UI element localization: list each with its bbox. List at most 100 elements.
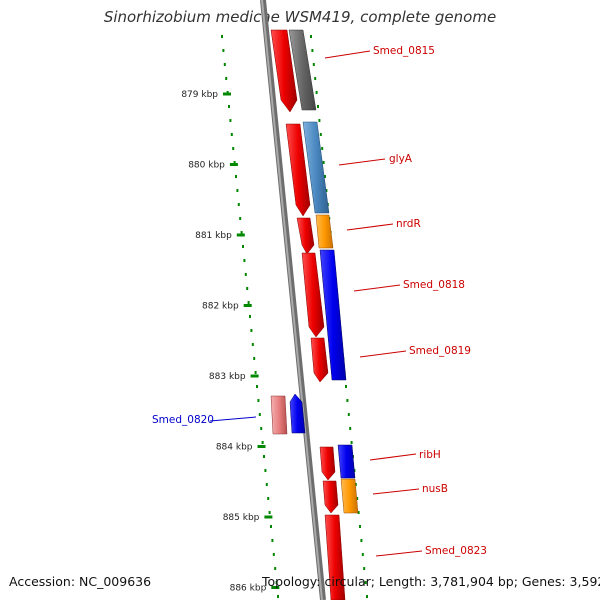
- guide-dot: [229, 119, 232, 122]
- guide-dot: [251, 343, 254, 346]
- tick-mark: [264, 515, 273, 519]
- gene-smed-0815-gray[interactable]: [288, 29, 317, 111]
- guide-dot: [321, 147, 324, 150]
- label-smed-0823[interactable]: Smed_0823: [425, 545, 487, 557]
- gene-labels: Smed_0815 glyA nrdR Smed_0818 Smed_0819 …: [152, 45, 487, 557]
- guide-dot: [366, 595, 368, 598]
- tick-label: 882 kbp: [202, 302, 239, 312]
- gene-nusb-forward[interactable]: [322, 480, 339, 514]
- tick-label: 883 kbp: [209, 372, 246, 382]
- guide-dot: [275, 581, 278, 584]
- tick-label: 881 kbp: [195, 231, 232, 241]
- guide-dot: [265, 483, 268, 486]
- guide-dot: [361, 553, 364, 556]
- gene-ribh-forward[interactable]: [319, 446, 336, 481]
- guide-dot: [268, 511, 271, 514]
- guide-dot: [228, 105, 230, 108]
- guide-dot: [240, 231, 243, 234]
- guide-dot: [270, 525, 272, 528]
- gene-smed-0820-blue[interactable]: [289, 393, 306, 434]
- guide-dot: [318, 119, 321, 122]
- guide-dot: [317, 105, 319, 108]
- guide-dot: [363, 567, 366, 570]
- guide-dot: [260, 427, 263, 430]
- guide-dot: [244, 273, 247, 276]
- label-ribh[interactable]: ribH: [419, 449, 441, 461]
- guide-dot: [221, 35, 223, 38]
- guide-dot: [263, 455, 265, 458]
- guide-dot: [239, 217, 242, 220]
- kbp-ticks: 879 kbp 880 kbp 881 kbp 882 kbp 883 kbp 884 k…: [181, 90, 280, 594]
- guide-dot: [246, 287, 249, 290]
- leader-smed-0819: [359, 350, 407, 358]
- guide-dot: [267, 497, 270, 500]
- guide-dot: [312, 63, 315, 66]
- gene-smed-0823-forward[interactable]: [324, 514, 346, 600]
- label-smed-0815[interactable]: Smed_0815: [373, 45, 435, 57]
- gene-smed-0820-pink[interactable]: [270, 395, 288, 435]
- guide-dot: [347, 413, 350, 416]
- guide-dot: [258, 413, 261, 416]
- guide-dot: [324, 175, 326, 178]
- guide-dot: [223, 63, 226, 66]
- gene-smed-0819-forward[interactable]: [310, 337, 329, 383]
- map-title: Sinorhizobium medicae WSM419, complete g…: [103, 8, 497, 26]
- tick-mark: [257, 445, 266, 448]
- accession-label: Accession: NC_009636: [9, 574, 152, 589]
- guide-dot: [253, 357, 256, 360]
- guide-dot: [254, 371, 257, 374]
- gene-features: [270, 29, 359, 600]
- tick-mark: [250, 374, 259, 378]
- guide-dot: [310, 35, 312, 38]
- guide-dot: [319, 133, 322, 136]
- guide-dot: [346, 399, 349, 402]
- tick-label: 880 kbp: [188, 161, 225, 171]
- gene-glya-forward[interactable]: [285, 123, 311, 217]
- gene-smed-0818-blue[interactable]: [319, 249, 347, 381]
- guide-dot: [345, 385, 347, 388]
- gene-smed-0815-forward[interactable]: [270, 29, 298, 113]
- label-nusb[interactable]: nusB: [422, 483, 448, 495]
- gene-smed-0818-forward[interactable]: [301, 252, 325, 338]
- leader-ribh: [369, 453, 417, 461]
- label-leaders: [209, 50, 423, 557]
- guide-dot: [233, 161, 236, 164]
- guide-dot: [311, 49, 314, 52]
- tick-label: 879 kbp: [181, 90, 218, 100]
- guide-dot: [349, 427, 352, 430]
- gene-ribh-blue[interactable]: [337, 444, 356, 479]
- guide-dot: [314, 77, 317, 80]
- tick-mark: [223, 92, 231, 96]
- leader-nusb: [372, 488, 420, 495]
- label-smed-0820[interactable]: Smed_0820: [152, 414, 214, 426]
- guide-dot: [325, 189, 328, 192]
- guide-dot: [236, 189, 239, 192]
- guide-dot: [237, 203, 240, 206]
- gene-nrdr-forward[interactable]: [296, 217, 315, 255]
- gene-nrdr-orange[interactable]: [315, 214, 334, 249]
- guide-dot: [350, 441, 353, 444]
- leader-smed-0818: [353, 284, 401, 292]
- label-smed-0818[interactable]: Smed_0818: [403, 279, 465, 291]
- gene-glya-steelblue[interactable]: [302, 121, 330, 214]
- guide-dot: [232, 147, 235, 150]
- leader-smed-0820: [209, 416, 257, 422]
- leader-smed-0815: [324, 50, 371, 59]
- guide-dot: [225, 77, 228, 80]
- tick-mark: [229, 163, 238, 166]
- label-nrdr[interactable]: nrdR: [396, 218, 421, 230]
- guide-dot: [256, 385, 258, 388]
- guide-dot: [247, 301, 250, 304]
- guide-dot: [250, 329, 253, 332]
- guide-dot: [272, 553, 275, 556]
- gene-nusb-orange[interactable]: [340, 478, 359, 514]
- label-smed-0819[interactable]: Smed_0819: [409, 345, 471, 357]
- guide-dot: [249, 315, 251, 318]
- label-glya[interactable]: glyA: [389, 153, 413, 165]
- guide-dot: [257, 399, 260, 402]
- tick-label: 884 kbp: [216, 443, 253, 453]
- tick-label: 886 kbp: [230, 584, 267, 594]
- leader-smed-0823: [375, 550, 423, 557]
- guide-dot: [222, 49, 225, 52]
